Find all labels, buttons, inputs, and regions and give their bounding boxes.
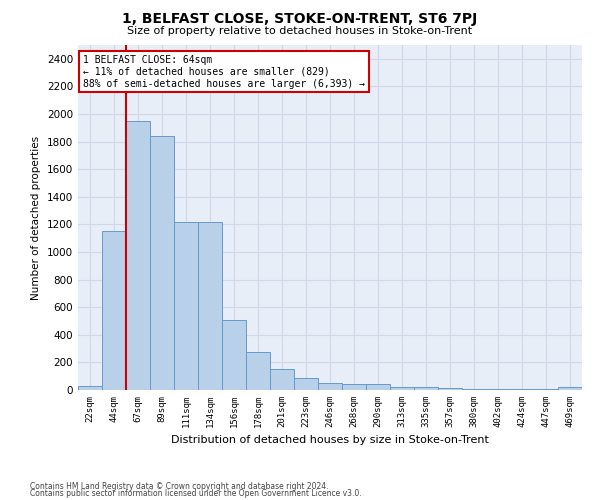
Bar <box>534 388 558 390</box>
Text: Contains public sector information licensed under the Open Government Licence v3: Contains public sector information licen… <box>30 489 362 498</box>
Text: Contains HM Land Registry data © Crown copyright and database right 2024.: Contains HM Land Registry data © Crown c… <box>30 482 329 491</box>
Bar <box>222 320 246 390</box>
Text: Size of property relative to detached houses in Stoke-on-Trent: Size of property relative to detached ho… <box>127 26 473 36</box>
Bar <box>174 222 198 390</box>
Bar <box>78 386 102 390</box>
Bar <box>198 222 222 390</box>
Bar <box>366 384 390 390</box>
Bar <box>462 388 486 390</box>
X-axis label: Distribution of detached houses by size in Stoke-on-Trent: Distribution of detached houses by size … <box>171 436 489 446</box>
Bar <box>294 378 318 390</box>
Bar <box>270 368 294 390</box>
Bar <box>486 388 510 390</box>
Bar <box>102 232 126 390</box>
Bar <box>150 136 174 390</box>
Bar <box>342 384 366 390</box>
Bar <box>558 387 582 390</box>
Text: 1, BELFAST CLOSE, STOKE-ON-TRENT, ST6 7PJ: 1, BELFAST CLOSE, STOKE-ON-TRENT, ST6 7P… <box>122 12 478 26</box>
Bar <box>414 387 438 390</box>
Bar <box>390 387 414 390</box>
Text: 1 BELFAST CLOSE: 64sqm
← 11% of detached houses are smaller (829)
88% of semi-de: 1 BELFAST CLOSE: 64sqm ← 11% of detached… <box>83 56 365 88</box>
Y-axis label: Number of detached properties: Number of detached properties <box>31 136 41 300</box>
Bar <box>246 352 270 390</box>
Bar <box>318 383 342 390</box>
Bar <box>126 121 150 390</box>
Bar <box>438 388 462 390</box>
Bar <box>510 388 534 390</box>
